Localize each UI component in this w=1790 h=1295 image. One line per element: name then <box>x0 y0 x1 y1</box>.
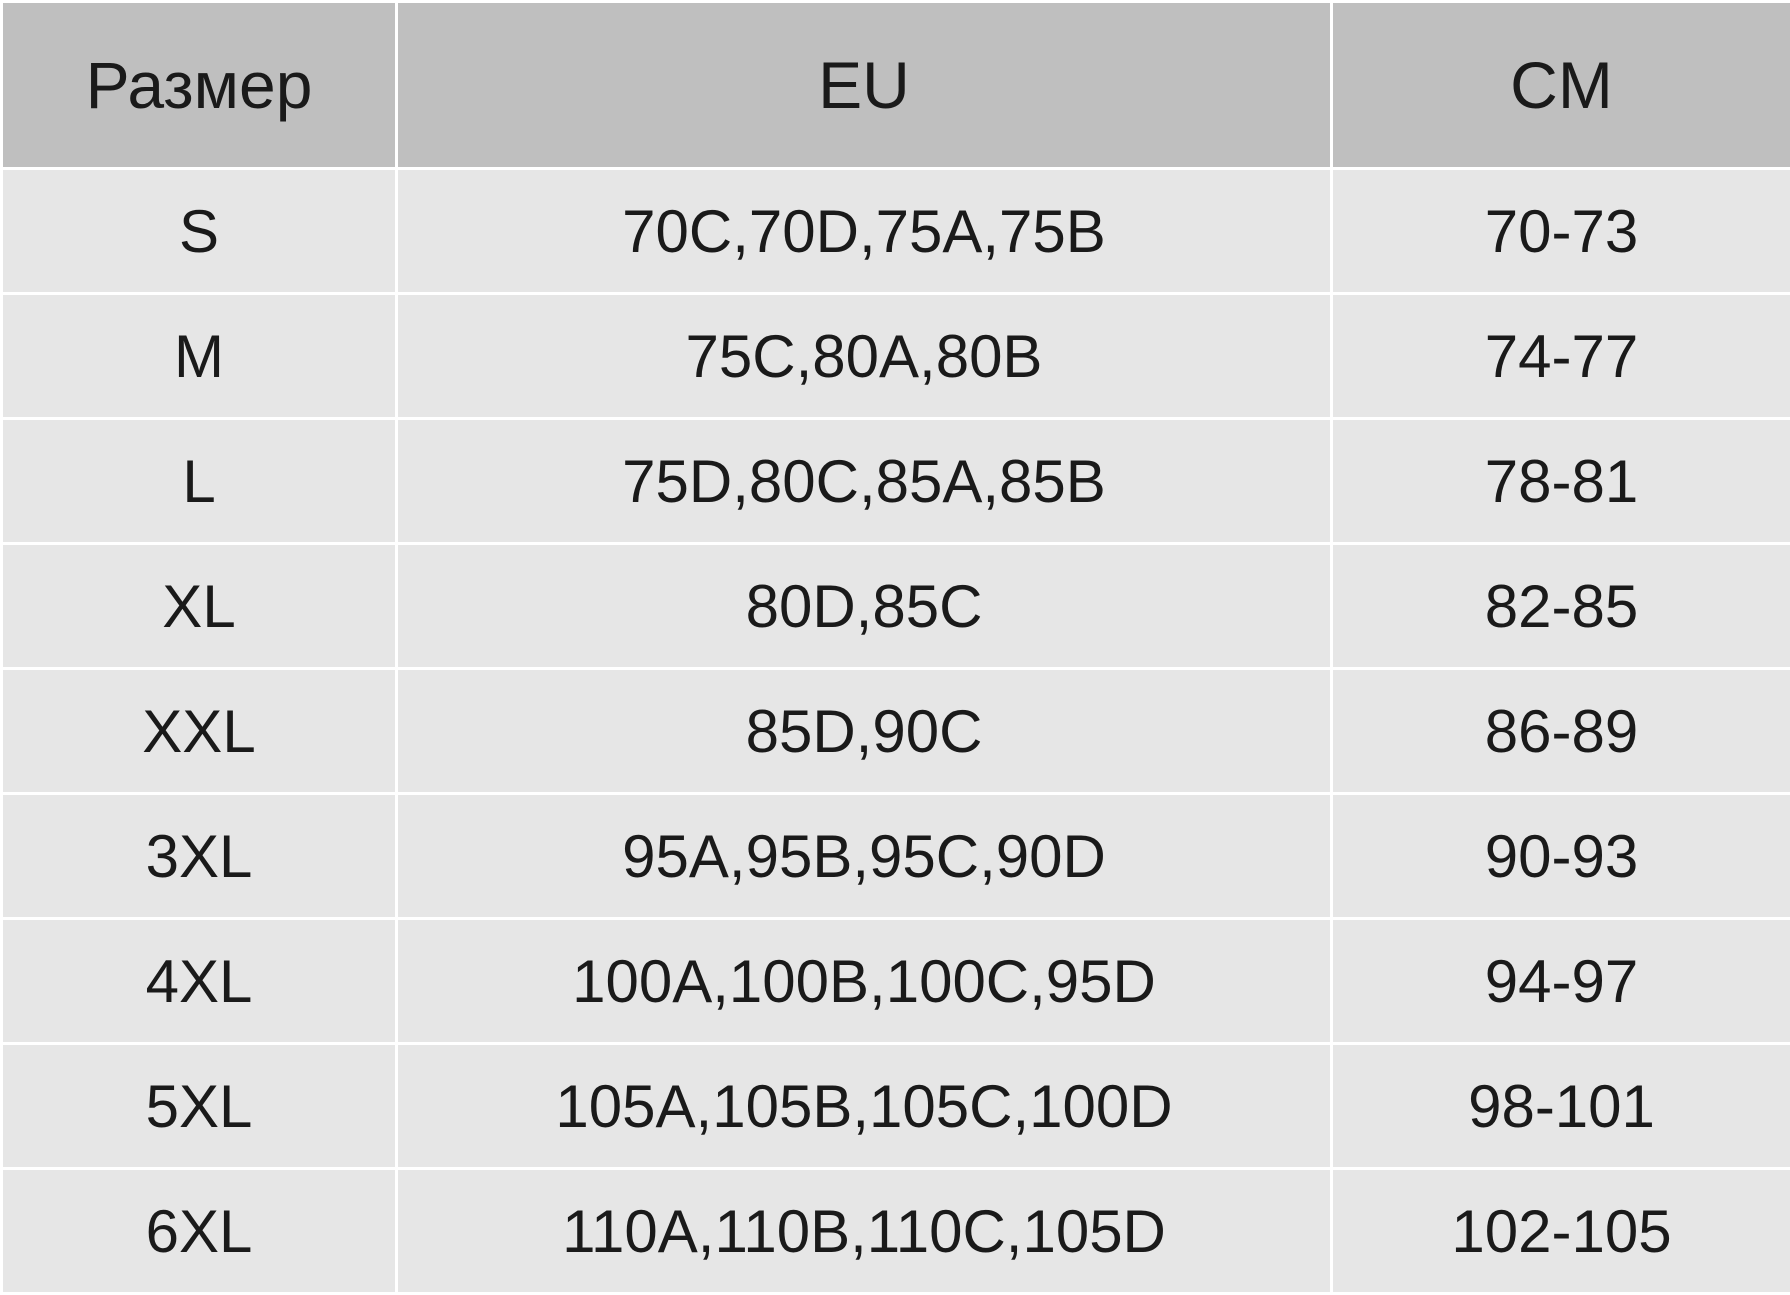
cell-cm: 102-105 <box>1332 1169 1790 1294</box>
column-header-eu: EU <box>397 2 1332 169</box>
table-row: 6XL 110A,110B,110C,105D 102-105 <box>2 1169 1790 1294</box>
cell-cm: 94-97 <box>1332 919 1790 1044</box>
cell-cm: 70-73 <box>1332 169 1790 294</box>
size-chart-table: Размер EU CM S 70C,70D,75A,75B 70-73 M 7… <box>0 0 1790 1295</box>
cell-size: XL <box>2 544 397 669</box>
cell-eu: 105A,105B,105C,100D <box>397 1044 1332 1169</box>
cell-size: M <box>2 294 397 419</box>
cell-size: 3XL <box>2 794 397 919</box>
table-header: Размер EU CM <box>2 2 1790 169</box>
cell-size: S <box>2 169 397 294</box>
cell-size: 5XL <box>2 1044 397 1169</box>
cell-cm: 90-93 <box>1332 794 1790 919</box>
cell-eu: 95A,95B,95C,90D <box>397 794 1332 919</box>
cell-cm: 78-81 <box>1332 419 1790 544</box>
cell-cm: 98-101 <box>1332 1044 1790 1169</box>
cell-cm: 82-85 <box>1332 544 1790 669</box>
column-header-size: Размер <box>2 2 397 169</box>
table-row: M 75C,80A,80B 74-77 <box>2 294 1790 419</box>
cell-eu: 70C,70D,75A,75B <box>397 169 1332 294</box>
cell-size: 6XL <box>2 1169 397 1294</box>
cell-eu: 80D,85C <box>397 544 1332 669</box>
table-row: S 70C,70D,75A,75B 70-73 <box>2 169 1790 294</box>
column-header-cm: CM <box>1332 2 1790 169</box>
cell-size: 4XL <box>2 919 397 1044</box>
table-row: XL 80D,85C 82-85 <box>2 544 1790 669</box>
cell-size: L <box>2 419 397 544</box>
cell-eu: 100A,100B,100C,95D <box>397 919 1332 1044</box>
cell-cm: 74-77 <box>1332 294 1790 419</box>
table-header-row: Размер EU CM <box>2 2 1790 169</box>
table-row: L 75D,80C,85A,85B 78-81 <box>2 419 1790 544</box>
cell-cm: 86-89 <box>1332 669 1790 794</box>
cell-eu: 85D,90C <box>397 669 1332 794</box>
table-row: 4XL 100A,100B,100C,95D 94-97 <box>2 919 1790 1044</box>
cell-eu: 75C,80A,80B <box>397 294 1332 419</box>
table-row: 5XL 105A,105B,105C,100D 98-101 <box>2 1044 1790 1169</box>
cell-eu: 75D,80C,85A,85B <box>397 419 1332 544</box>
table-body: S 70C,70D,75A,75B 70-73 M 75C,80A,80B 74… <box>2 169 1790 1294</box>
table-row: 3XL 95A,95B,95C,90D 90-93 <box>2 794 1790 919</box>
table-row: XXL 85D,90C 86-89 <box>2 669 1790 794</box>
cell-eu: 110A,110B,110C,105D <box>397 1169 1332 1294</box>
cell-size: XXL <box>2 669 397 794</box>
